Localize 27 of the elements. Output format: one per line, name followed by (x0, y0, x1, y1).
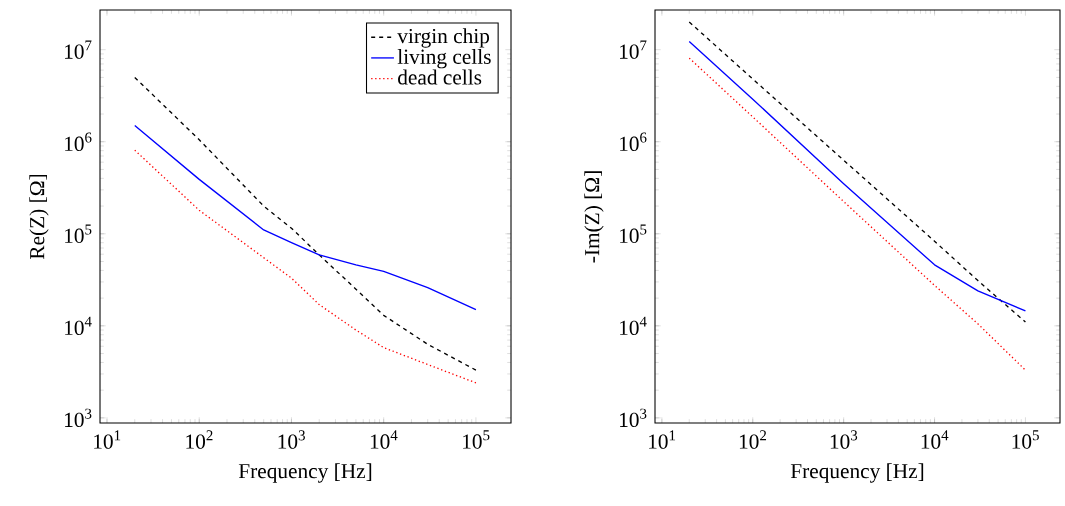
x-tick-label: 10$^{1}$ (649, 430, 676, 449)
y-tick-label: 10$^{3}$ (65, 408, 92, 428)
x-tick-label: 10$^{5}$ (1012, 430, 1039, 449)
x-tick-label: 10$^{4}$ (370, 430, 398, 449)
y-axis-title: Re(Z) [Ω] (29, 174, 49, 260)
y-tick-label: 10$^{4}$ (65, 316, 92, 336)
y-tick-label: 10$^{5}$ (65, 224, 92, 243)
x-tick-label: 10$^{2}$ (739, 430, 767, 449)
x-axis-title: Frequency [Hz] (238, 463, 372, 483)
y-axis-title: -Im(Z) [Ω] (584, 171, 604, 263)
x-tick-label: 10$^{3}$ (830, 430, 858, 449)
y-tick-label: 10$^{6}$ (65, 132, 92, 151)
y-tick-label: 10$^{5}$ (620, 224, 647, 243)
y-tick-label: 10$^{7}$ (620, 40, 647, 59)
y-tick-label: 10$^{3}$ (620, 408, 647, 428)
x-tick-label: 10$^{2}$ (186, 430, 213, 449)
x-tick-label: 10$^{1}$ (94, 430, 121, 449)
legend-label: living cells (397, 48, 491, 69)
x-tick-label: 10$^{5}$ (463, 430, 490, 449)
x-axis-title: Frequency [Hz] (790, 463, 924, 483)
y-tick-label: 10$^{6}$ (620, 132, 647, 151)
legend-label: virgin chip (397, 28, 490, 48)
legend-label: dead cells (398, 69, 482, 85)
y-tick-label: 10$^{4}$ (620, 316, 647, 336)
x-tick-label: 10$^{3}$ (278, 430, 305, 449)
y-tick-label: 10$^{7}$ (65, 40, 92, 59)
x-tick-label: 10$^{4}$ (921, 430, 949, 449)
